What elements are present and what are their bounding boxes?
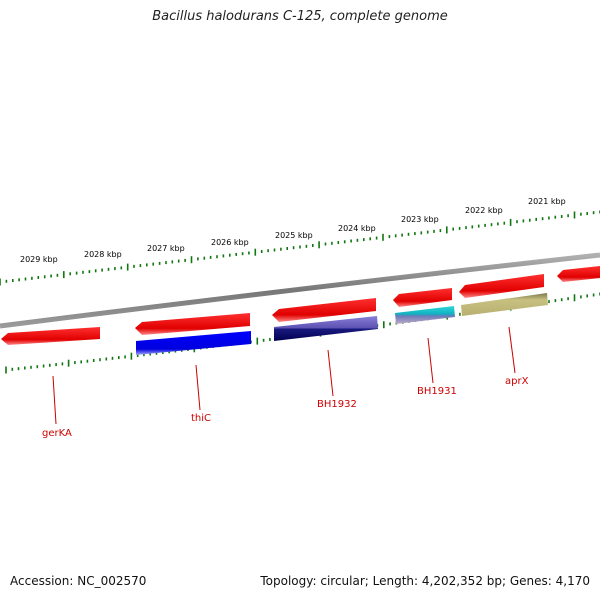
gene-labels: gerKA thiC BH1932 BH1931 aprX: [42, 376, 529, 439]
kbp-label: 2025 kbp: [275, 231, 313, 240]
leader-line-BH1932: [327, 349, 334, 397]
kbp-label: 2026 kbp: [211, 238, 249, 247]
kbp-label: 2023 kbp: [401, 215, 439, 224]
map-title: Bacillus halodurans C-125, complete geno…: [152, 9, 448, 24]
kbp-label: 2021 kbp: [528, 197, 566, 206]
gene-label-thiC[interactable]: thiC: [191, 413, 211, 424]
kbp-label: 2027 kbp: [147, 244, 185, 253]
leader-line-gerKA: [52, 375, 57, 425]
gene-arrow[interactable]: [272, 298, 376, 322]
gene-arrow[interactable]: [459, 274, 544, 298]
gene-block-thiC[interactable]: [136, 331, 251, 355]
kbp-labels: 2029 kbp 2028 kbp 2027 kbp 2026 kbp 2025…: [20, 197, 566, 264]
kbp-label: 2029 kbp: [20, 255, 58, 264]
forward-strand-genes: [135, 266, 600, 335]
gene-label-aprX[interactable]: aprX: [505, 376, 529, 387]
kbp-scale-outer: [0, 210, 600, 286]
gene-arrow[interactable]: [393, 288, 452, 307]
leader-line-BH1931: [427, 337, 434, 384]
gene-label-BH1932[interactable]: BH1932: [317, 399, 357, 410]
gene-block-aprX[interactable]: [461, 293, 548, 316]
genome-summary-text: Topology: circular; Length: 4,202,352 bp…: [260, 574, 590, 588]
accession-text: Accession: NC_002570: [10, 574, 147, 588]
genome-backbone: [0, 252, 600, 329]
leader-line-aprX: [508, 326, 516, 374]
kbp-label: 2022 kbp: [465, 206, 503, 215]
gene-leader-lines: [52, 326, 516, 425]
gene-block-BH1931[interactable]: [395, 306, 455, 324]
gene-block-BH1932[interactable]: [274, 316, 378, 341]
kbp-label: 2024 kbp: [338, 224, 376, 233]
gene-arrow-gerKA[interactable]: [1, 327, 100, 345]
gene-arrow[interactable]: [557, 266, 600, 282]
kbp-label: 2028 kbp: [84, 250, 122, 259]
leader-line-thiC: [195, 364, 201, 411]
reverse-strand-genes: [1, 293, 548, 355]
gene-label-BH1931[interactable]: BH1931: [417, 386, 457, 397]
gene-label-gerKA[interactable]: gerKA: [42, 428, 72, 439]
gene-arrow[interactable]: [135, 313, 250, 335]
